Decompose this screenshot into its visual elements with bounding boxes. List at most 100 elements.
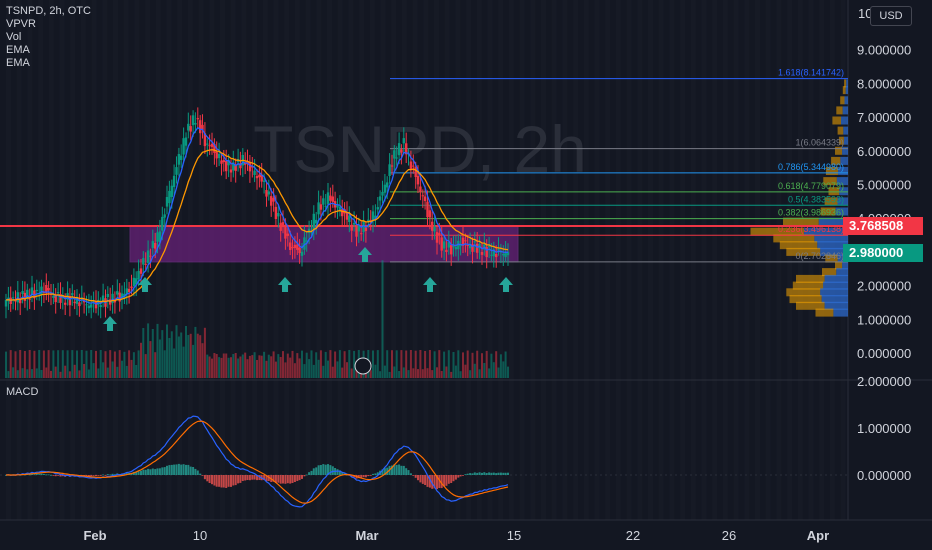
volume-bar — [211, 358, 213, 378]
buy-arrows — [103, 247, 513, 375]
volume-bar — [177, 336, 180, 378]
currency-button[interactable]: USD — [870, 6, 912, 26]
volume-bar — [256, 360, 258, 378]
vpvr-bar-up — [773, 234, 815, 243]
macd-histogram-bar — [156, 468, 159, 475]
candle-body — [165, 197, 169, 207]
volume-bar — [265, 360, 268, 378]
volume-bar — [457, 350, 460, 378]
vpvr-bar-up — [779, 241, 818, 250]
macd-histogram-bar — [97, 475, 100, 476]
vpvr-bar-down — [846, 79, 848, 88]
macd-histogram-bar — [367, 475, 370, 477]
macd-histogram-bar — [319, 465, 322, 475]
macd-histogram-bar — [438, 475, 441, 488]
candle-body — [199, 120, 202, 134]
volume-bar — [436, 367, 438, 378]
fib-level-label: 0.382(3.986936) — [778, 208, 844, 218]
candle-body — [191, 115, 195, 126]
volume-bar — [402, 367, 405, 378]
volume-bar — [391, 350, 393, 378]
volume-bar — [102, 362, 105, 378]
macd-histogram-bar — [144, 469, 147, 475]
time-axis-label: 26 — [722, 528, 736, 543]
volume-bar — [286, 353, 289, 378]
volume-bar — [92, 363, 95, 378]
candle-body — [47, 288, 50, 291]
candle-body — [234, 164, 237, 171]
volume-bar — [277, 354, 280, 378]
vpvr-bar-up — [835, 261, 843, 270]
volume-bar — [301, 350, 303, 378]
candle-body — [397, 143, 401, 156]
macd-histogram-bar — [192, 467, 195, 475]
indicator-ema-1[interactable]: EMA — [6, 44, 30, 56]
macd-histogram-bar — [42, 474, 45, 475]
vpvr-bar-up — [822, 268, 837, 277]
volume-bar — [61, 350, 64, 378]
vpvr-bar-up — [825, 254, 838, 263]
candle-body — [336, 205, 339, 208]
volume-bar — [353, 350, 356, 378]
candle-body — [473, 241, 476, 243]
volume-bar — [19, 350, 22, 378]
symbol-line[interactable]: TSNPD, 2h, OTC — [6, 5, 91, 17]
volume-bar — [473, 363, 476, 378]
candle-body — [412, 165, 415, 167]
volume-bar — [42, 350, 45, 378]
volume-bar — [400, 350, 403, 378]
candle-body — [466, 245, 469, 246]
macd-histogram-bar — [431, 475, 434, 489]
macd-histogram-bar — [87, 475, 90, 477]
indicator-ema-2[interactable]: EMA — [6, 57, 30, 69]
vpvr-bar-up — [835, 146, 843, 155]
volume-bar — [310, 350, 313, 378]
macd-histogram-bar — [142, 469, 145, 475]
macd-histogram-bar — [308, 472, 311, 475]
vpvr-bar-down — [818, 217, 849, 226]
macd-histogram-bar — [232, 475, 235, 486]
candle-body — [310, 231, 313, 233]
macd-histogram-bar — [447, 475, 450, 484]
candle-body — [284, 226, 287, 239]
candle-body — [395, 157, 398, 159]
macd-histogram-bar — [400, 465, 403, 475]
macd-histogram-bar — [246, 475, 249, 480]
candle-body — [345, 212, 349, 220]
vpvr-bar-down — [814, 234, 848, 243]
macd-label[interactable]: MACD — [6, 386, 39, 398]
volume-bar — [279, 357, 282, 378]
volume-bar — [445, 366, 448, 378]
vpvr-bar-up — [823, 177, 837, 186]
indicator-vol[interactable]: Vol — [6, 31, 22, 43]
candle-body — [402, 138, 405, 144]
macd-histogram-bar — [187, 464, 190, 475]
candle-body — [144, 263, 147, 265]
macd-histogram-bar — [137, 470, 140, 475]
volume-bar — [104, 351, 107, 378]
macd-histogram-bar — [230, 475, 232, 487]
macd-histogram-bar — [253, 475, 256, 480]
volume-bar — [144, 354, 147, 378]
volume-bar — [499, 354, 502, 378]
volume-bar — [476, 350, 479, 378]
macd-histogram-bar — [211, 475, 213, 485]
macd-histogram-bar — [265, 475, 268, 482]
volume-bar — [424, 351, 427, 378]
vpvr-bar-up — [836, 106, 843, 115]
indicator-vpvr[interactable]: VPVR — [6, 18, 36, 30]
volume-bar — [308, 359, 311, 378]
vpvr-bar-down — [842, 106, 848, 115]
volume-bar — [495, 351, 498, 378]
candle-body — [381, 191, 384, 196]
candle-body — [435, 232, 439, 243]
volume-bar — [83, 364, 86, 378]
candle-body — [312, 213, 315, 230]
candle-body — [99, 305, 102, 307]
candle-body — [71, 293, 74, 296]
macd-histogram-bar — [374, 473, 377, 475]
macd-histogram-bar — [303, 475, 306, 477]
volume-bar — [168, 338, 171, 378]
volume-bar — [334, 351, 337, 378]
